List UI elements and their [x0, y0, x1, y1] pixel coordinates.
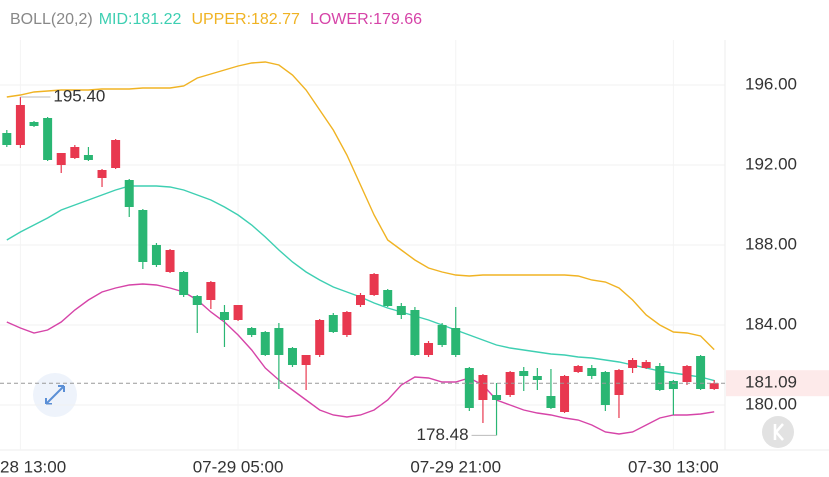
expand-icon: [45, 385, 65, 405]
legend-lower: LOWER:179.66: [310, 11, 422, 28]
candle-body: [2, 133, 12, 145]
candle-body: [138, 210, 148, 262]
legend-indicator: BOLL(20,2): [10, 11, 93, 28]
candle-body: [29, 122, 39, 126]
k-button[interactable]: [762, 416, 794, 448]
candle-body: [464, 368, 474, 408]
candle-body: [492, 395, 502, 400]
candle-body: [505, 372, 515, 395]
candle-body: [219, 312, 229, 320]
candle-body: [179, 272, 189, 295]
y-tick-label: 192.00: [745, 154, 797, 173]
candle-body: [111, 140, 121, 168]
candle-body: [696, 356, 706, 389]
y-tick-label: 184.00: [745, 314, 797, 333]
x-tick-label: 07-29 05:00: [193, 457, 284, 476]
candle-body: [451, 328, 461, 355]
candle-body: [233, 305, 243, 320]
legend-mid: MID:181.22: [99, 11, 182, 28]
candle-body: [573, 366, 583, 372]
candle-body: [655, 366, 665, 390]
candle-body: [682, 366, 692, 382]
candle-body: [315, 320, 325, 355]
candle-body: [328, 315, 338, 332]
candle-body: [247, 328, 257, 335]
candle-body: [206, 282, 216, 300]
candle-body: [614, 370, 624, 395]
candle-body: [83, 155, 93, 160]
candle-body: [287, 348, 297, 365]
candle-body: [424, 343, 434, 355]
candle-body: [519, 371, 529, 376]
last-price-label: 181.09: [745, 373, 797, 392]
candle-body: [192, 296, 202, 305]
candle-body: [383, 290, 393, 306]
x-tick-label: 07-30 13:00: [628, 457, 719, 476]
candle-body: [410, 310, 420, 355]
candle-body: [260, 332, 270, 355]
candle-body: [532, 376, 542, 380]
candle-body: [56, 153, 66, 165]
candle-body: [15, 105, 25, 145]
band-line: [6, 61, 715, 351]
candle-body: [151, 245, 161, 265]
candle-body: [641, 362, 651, 368]
y-tick-label: 196.00: [745, 74, 797, 93]
candle-body: [342, 312, 352, 335]
x-tick-label: 28 13:00: [0, 457, 66, 476]
x-tick-label: 07-29 21:00: [410, 457, 501, 476]
candle-body: [165, 250, 175, 272]
k-icon: [773, 423, 784, 441]
candle-body: [560, 376, 570, 412]
legend-upper: UPPER:182.77: [191, 11, 300, 28]
band-line: [6, 283, 715, 435]
y-tick-label: 180.00: [745, 394, 797, 413]
candle-body: [97, 170, 107, 178]
annotation-label: 178.48: [417, 425, 469, 444]
y-tick-label: 188.00: [745, 234, 797, 253]
candle-body: [369, 274, 379, 295]
legend: BOLL(20,2) MID:181.22 UPPER:182.77 LOWER:17…: [10, 11, 422, 28]
candle-body: [478, 375, 488, 400]
last-price-box: [726, 370, 829, 397]
candle-body: [546, 396, 556, 408]
candle-body: [396, 306, 406, 315]
annotation-label: 195.40: [53, 86, 105, 105]
candle-body: [356, 295, 365, 305]
candle-body: [628, 360, 638, 368]
candle-body: [437, 325, 447, 345]
candle-body: [43, 118, 53, 160]
candle-body: [587, 368, 597, 376]
candle-body: [709, 383, 719, 389]
k-circle[interactable]: [762, 416, 794, 448]
candle-body: [600, 372, 610, 405]
candle-body: [274, 328, 284, 355]
candle-body: [668, 381, 678, 389]
candle-body: [70, 147, 80, 158]
candle-body: [301, 355, 311, 365]
expand-button[interactable]: [33, 373, 77, 417]
candle-body: [124, 180, 134, 207]
